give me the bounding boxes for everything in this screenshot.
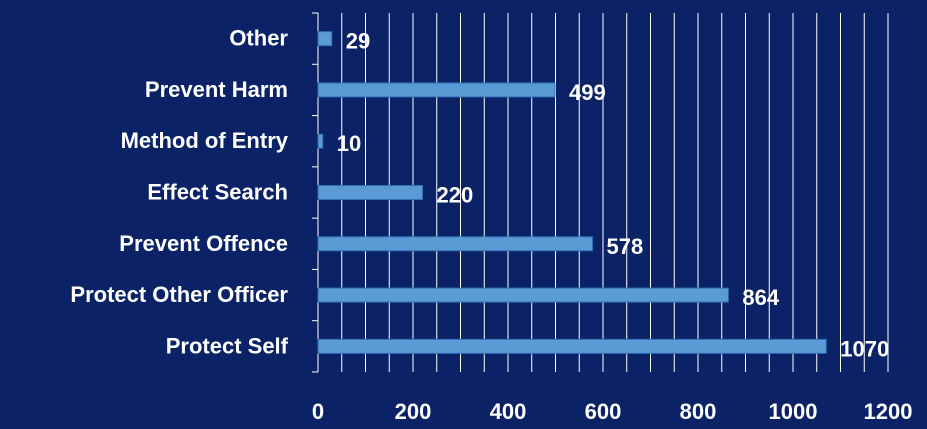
- bar: [317, 185, 423, 200]
- x-tick-label: 600: [585, 399, 622, 424]
- x-tick-label: 1000: [769, 399, 818, 424]
- bar: [317, 133, 324, 149]
- gridlines: [341, 13, 889, 372]
- x-tick-label: 1200: [864, 399, 913, 424]
- bar: [317, 338, 827, 354]
- category-label: Other: [229, 26, 288, 51]
- x-tick-label: 400: [490, 399, 527, 424]
- category-label: Protect Self: [166, 333, 289, 358]
- category-label: Protect Other Officer: [70, 282, 288, 307]
- data-label: 864: [742, 285, 779, 310]
- category-label: Effect Search: [147, 180, 288, 205]
- data-label: 499: [569, 80, 606, 105]
- labels: 1070 Protect Self 864 Protect Other Officer…: [70, 26, 912, 424]
- data-label: 10: [337, 131, 361, 156]
- bar: [317, 82, 556, 98]
- x-tick-label: 800: [680, 399, 717, 424]
- x-tick-label: 200: [395, 399, 432, 424]
- bars: [317, 31, 827, 354]
- data-label: 29: [346, 29, 370, 54]
- category-label: Prevent Offence: [119, 231, 288, 256]
- data-label: 220: [437, 183, 474, 208]
- data-label: 1070: [840, 336, 889, 361]
- bar: [317, 236, 594, 252]
- category-label: Prevent Harm: [145, 77, 288, 102]
- bar: [317, 31, 333, 47]
- category-axis: [312, 12, 319, 373]
- x-tick-label: 0: [312, 399, 324, 424]
- category-label: Method of Entry: [121, 128, 289, 153]
- data-label: 578: [607, 234, 644, 259]
- bar: [317, 287, 729, 303]
